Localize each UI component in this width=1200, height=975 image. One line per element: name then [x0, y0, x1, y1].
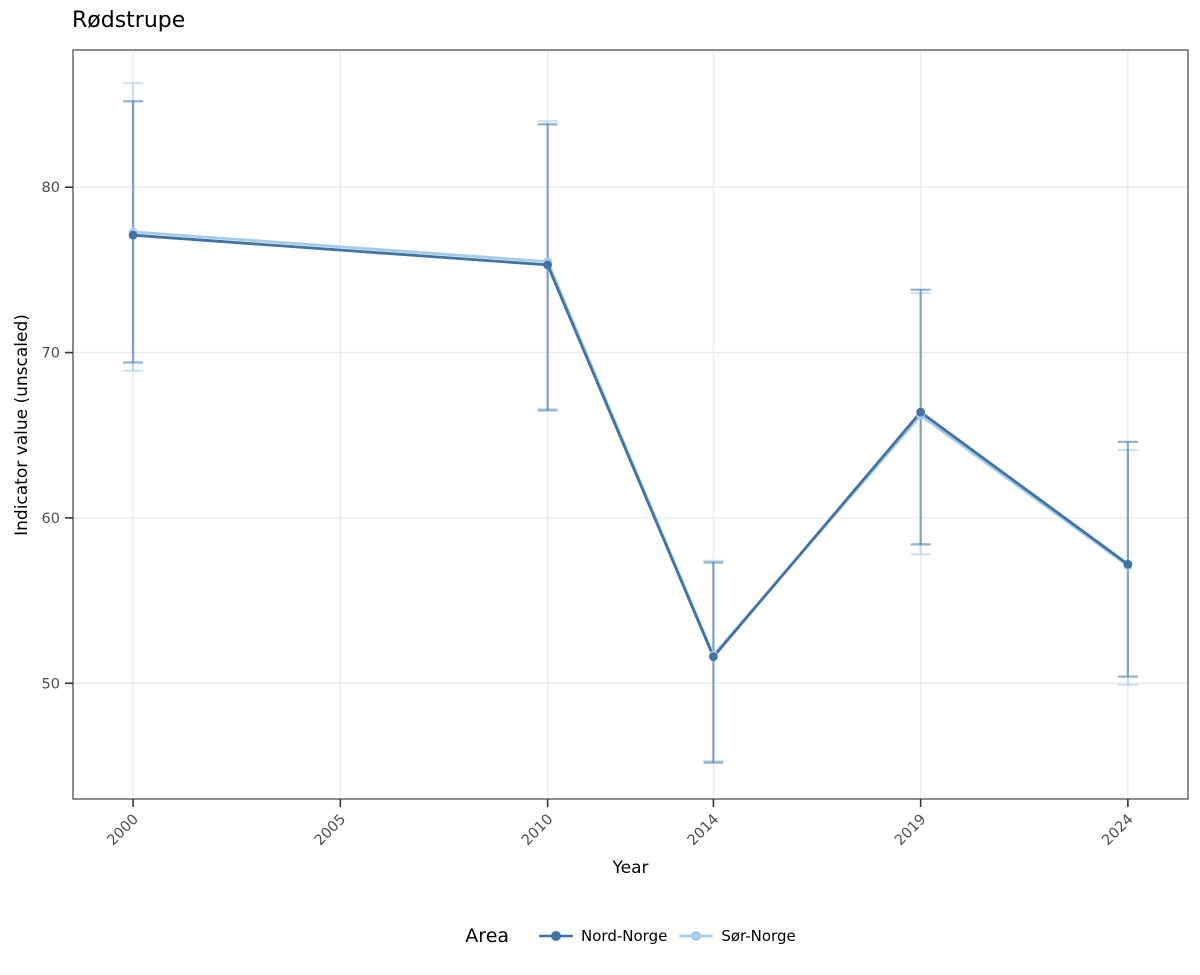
legend-item-nord-norge: Nord-Norge: [539, 927, 667, 945]
panel-border: [72, 49, 1189, 800]
x-tick-label: 2019: [892, 812, 929, 849]
data-point-nord-norge: [543, 260, 553, 270]
x-tick-label: 2010: [519, 812, 556, 849]
x-tick-label: 2014: [685, 812, 722, 849]
x-tick-label: 2024: [1099, 812, 1136, 849]
legend-swatch-icon: [679, 931, 714, 941]
panel-background: [73, 50, 1188, 799]
y-axis-title: Indicator value (unscaled): [12, 314, 32, 536]
y-tick-label: 80: [42, 180, 60, 196]
data-point-nord-norge: [1123, 559, 1133, 569]
x-axis-title: Year: [612, 858, 649, 878]
legend-item-s-r-norge: Sør-Norge: [679, 927, 796, 945]
x-tick-label: 2005: [312, 812, 349, 849]
legend-title: Area: [465, 925, 510, 947]
legend-label: Sør-Norge: [721, 927, 796, 945]
legend: Area Nord-Norge Sør-Norge: [73, 918, 1188, 954]
data-point-nord-norge: [708, 652, 718, 662]
legend-swatch-icon: [539, 931, 574, 941]
y-tick-label: 70: [42, 346, 60, 362]
legend-label: Nord-Norge: [581, 927, 668, 945]
y-tick-label: 50: [42, 676, 60, 692]
y-tick-label: 60: [42, 511, 60, 527]
legend-items: Nord-Norge Sør-Norge: [527, 927, 796, 945]
data-point-nord-norge: [916, 407, 926, 417]
x-tick-label: 2000: [105, 812, 142, 849]
data-point-nord-norge: [128, 230, 138, 240]
chart-title: Rødstrupe: [72, 8, 186, 33]
